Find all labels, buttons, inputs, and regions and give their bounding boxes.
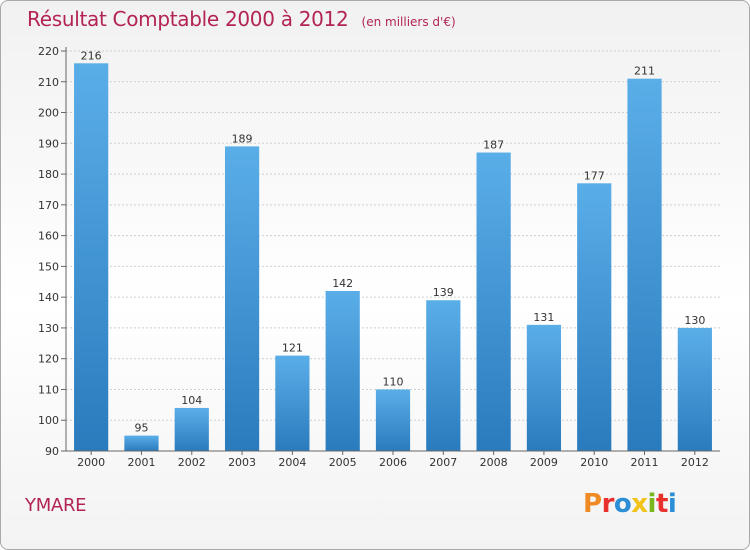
chart-title: Résultat Comptable 2000 à 2012 <box>27 7 349 31</box>
bar <box>476 152 511 452</box>
x-tick-label: 2009 <box>530 456 558 469</box>
bar <box>627 78 662 451</box>
bar <box>526 324 562 451</box>
data-label: 142 <box>332 277 353 290</box>
title-row: Résultat Comptable 2000 à 2012 (en milli… <box>27 7 456 31</box>
y-tick-label: 150 <box>38 260 59 273</box>
y-tick-label: 130 <box>38 322 59 335</box>
logo-letter: x <box>631 489 648 519</box>
data-label: 131 <box>533 311 554 324</box>
logo-letter: o <box>613 489 632 519</box>
y-tick-label: 220 <box>38 45 59 58</box>
y-tick-label: 160 <box>38 230 59 243</box>
y-tick-label: 190 <box>38 137 59 150</box>
x-tick-label: 2001 <box>127 456 155 469</box>
logo-letter: t <box>655 489 668 519</box>
data-label: 121 <box>282 342 303 355</box>
y-tick-label: 180 <box>38 168 59 181</box>
data-label: 110 <box>383 375 404 388</box>
commune-name: YMARE <box>25 495 87 516</box>
axis-layer: 90 100 110 120 130 140 150 160 170 180 190 200 210 22… <box>38 45 720 469</box>
y-tick-label: 100 <box>38 414 59 427</box>
bar <box>275 355 310 451</box>
y-tick-label: 120 <box>38 353 59 366</box>
data-label: 211 <box>634 65 655 78</box>
bar <box>375 389 411 451</box>
x-tick-label: 2007 <box>429 456 457 469</box>
data-label: 177 <box>584 169 605 182</box>
x-tick-label: 2005 <box>329 456 357 469</box>
y-tick-label: 110 <box>38 383 59 396</box>
x-tick-label: 2006 <box>379 456 407 469</box>
x-tick-label: 2003 <box>228 456 256 469</box>
x-tick-label: 2004 <box>278 456 306 469</box>
bar <box>124 435 159 451</box>
bar <box>325 291 360 451</box>
data-label: 216 <box>81 49 102 62</box>
y-tick-label: 210 <box>38 76 59 89</box>
x-tick-label: 2000 <box>77 456 105 469</box>
data-label: 104 <box>181 394 202 407</box>
chart-subtitle: (en milliers d'€) <box>361 15 456 29</box>
proxiti-logo[interactable]: Proxiti <box>583 489 677 519</box>
logo-letter: r <box>601 489 615 519</box>
x-tick-label: 2012 <box>681 456 709 469</box>
data-label: 95 <box>134 422 148 435</box>
bar <box>224 146 260 451</box>
data-label: 139 <box>433 286 454 299</box>
y-tick-label: 90 <box>45 445 59 458</box>
bar <box>74 63 109 452</box>
bar <box>174 407 209 451</box>
y-tick-label: 140 <box>38 291 59 304</box>
y-tick-label: 200 <box>38 107 59 120</box>
logo-letter: i <box>667 489 677 519</box>
logo-letter: i <box>647 489 657 519</box>
bar <box>577 183 612 452</box>
data-label: 189 <box>232 132 253 145</box>
y-tick-label: 170 <box>38 199 59 212</box>
bar <box>677 327 712 451</box>
x-tick-label: 2010 <box>580 456 608 469</box>
logo-letter: P <box>583 489 602 519</box>
x-tick-label: 2008 <box>480 456 508 469</box>
bar-layer: 216 95 104 189 121 142 110 139 187 131 177 211 130 <box>74 49 712 452</box>
x-tick-label: 2002 <box>178 456 206 469</box>
data-label: 187 <box>483 139 504 152</box>
bar <box>426 300 461 451</box>
data-label: 130 <box>684 314 705 327</box>
x-tick-label: 2011 <box>631 456 659 469</box>
